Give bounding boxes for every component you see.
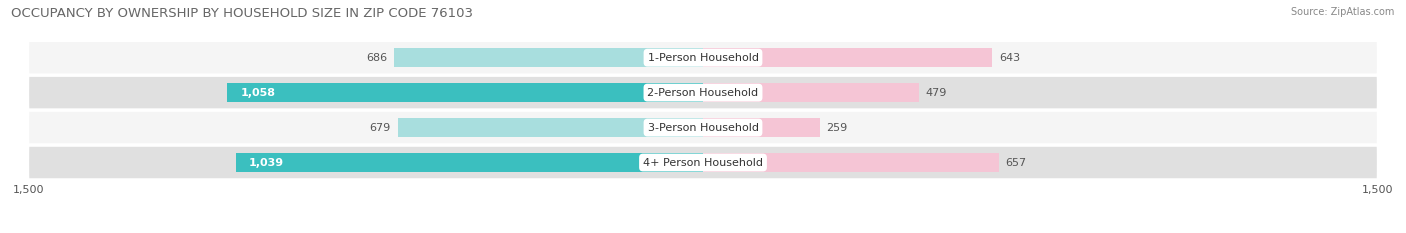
Bar — [703, 118, 820, 137]
Text: 3-Person Household: 3-Person Household — [648, 123, 758, 133]
Bar — [394, 48, 703, 67]
Bar — [236, 153, 703, 172]
Text: 259: 259 — [827, 123, 848, 133]
Text: 479: 479 — [925, 88, 946, 98]
Text: 657: 657 — [1005, 158, 1026, 168]
Bar — [226, 83, 703, 102]
Text: Source: ZipAtlas.com: Source: ZipAtlas.com — [1291, 7, 1395, 17]
FancyBboxPatch shape — [28, 41, 1378, 75]
Text: 679: 679 — [370, 123, 391, 133]
Text: 2-Person Household: 2-Person Household — [647, 88, 759, 98]
Text: 643: 643 — [1000, 53, 1021, 63]
Text: 1-Person Household: 1-Person Household — [648, 53, 758, 63]
Text: 686: 686 — [367, 53, 388, 63]
Text: 4+ Person Household: 4+ Person Household — [643, 158, 763, 168]
Bar — [398, 118, 703, 137]
Bar — [703, 48, 993, 67]
Text: 1,039: 1,039 — [249, 158, 284, 168]
Text: OCCUPANCY BY OWNERSHIP BY HOUSEHOLD SIZE IN ZIP CODE 76103: OCCUPANCY BY OWNERSHIP BY HOUSEHOLD SIZE… — [11, 7, 474, 20]
Bar — [703, 83, 918, 102]
Bar — [703, 153, 998, 172]
FancyBboxPatch shape — [28, 146, 1378, 179]
Text: 1,058: 1,058 — [240, 88, 276, 98]
FancyBboxPatch shape — [28, 111, 1378, 144]
FancyBboxPatch shape — [28, 76, 1378, 110]
